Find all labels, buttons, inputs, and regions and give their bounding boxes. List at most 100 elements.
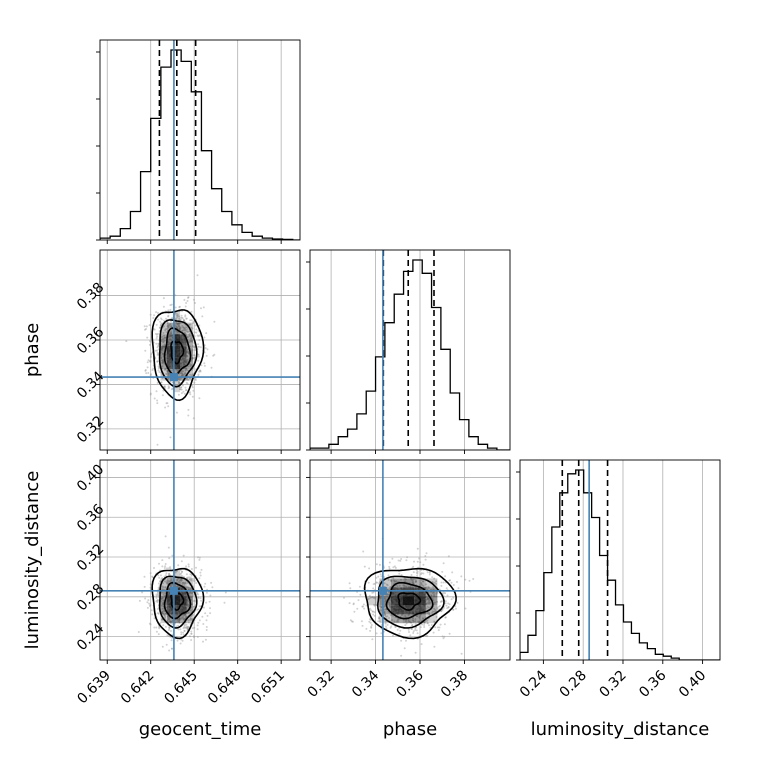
- sample-point: [388, 567, 391, 570]
- sample-point: [393, 620, 396, 623]
- sample-point: [166, 321, 169, 324]
- y-tick-label: 0.36: [74, 501, 107, 534]
- sample-point: [186, 355, 189, 358]
- sample-point: [162, 345, 165, 348]
- sample-point: [196, 636, 199, 638]
- sample-point: [175, 326, 178, 328]
- sample-point: [190, 639, 193, 641]
- sample-point: [171, 647, 173, 650]
- sample-point: [197, 355, 200, 358]
- sample-point: [197, 343, 200, 346]
- sample-point: [191, 386, 194, 389]
- sample-point: [176, 614, 178, 617]
- sample-point: [362, 603, 365, 606]
- sample-point: [145, 372, 148, 375]
- sample-point: [430, 594, 433, 597]
- sample-point: [351, 620, 354, 623]
- sample-point: [435, 616, 438, 618]
- sample-point: [161, 645, 164, 648]
- sample-point: [162, 624, 165, 627]
- sample-point: [156, 360, 159, 363]
- sample-point: [155, 596, 158, 599]
- density-cell: [167, 605, 174, 615]
- sample-point: [410, 621, 413, 624]
- sample-point: [178, 317, 181, 320]
- sample-point: [430, 594, 433, 597]
- sample-point: [179, 316, 182, 319]
- sample-point: [176, 323, 179, 325]
- sample-point: [441, 608, 444, 611]
- sample-point: [404, 580, 406, 583]
- sample-point: [167, 616, 170, 619]
- sample-point: [413, 578, 416, 581]
- sample-point: [186, 597, 189, 600]
- sample-point: [424, 555, 427, 557]
- sample-point: [156, 592, 159, 595]
- sample-point: [391, 557, 394, 560]
- density-cell: [167, 596, 174, 606]
- sample-point: [402, 584, 405, 587]
- sample-point: [419, 626, 422, 629]
- sample-point: [184, 626, 187, 629]
- sample-point: [168, 649, 171, 652]
- sample-point: [169, 308, 172, 311]
- sample-point: [420, 572, 423, 575]
- sample-point: [445, 587, 448, 590]
- sample-point: [187, 565, 190, 568]
- sample-point: [383, 582, 386, 585]
- sample-point: [167, 309, 170, 312]
- sample-point: [176, 313, 179, 316]
- sample-point: [399, 629, 402, 632]
- sample-point: [164, 574, 167, 577]
- sample-point: [146, 336, 149, 339]
- sample-point: [373, 582, 376, 585]
- sample-point: [349, 587, 352, 590]
- sample-point: [191, 373, 194, 376]
- sample-point: [187, 563, 190, 566]
- sample-point: [175, 312, 178, 315]
- sample-point: [195, 331, 198, 334]
- sample-point: [163, 345, 166, 348]
- sample-point: [423, 622, 426, 625]
- sample-point: [440, 610, 443, 613]
- sample-point: [456, 601, 459, 604]
- density-cell: [186, 369, 194, 381]
- sample-point: [201, 315, 204, 318]
- sample-point: [198, 324, 201, 327]
- density-cell: [167, 345, 174, 358]
- sample-point: [428, 573, 431, 576]
- sample-point: [181, 617, 184, 620]
- sample-point: [158, 626, 161, 628]
- sample-point: [186, 603, 189, 606]
- histogram-geocent-time: [100, 49, 300, 240]
- x-tick-label: 0.32: [305, 668, 338, 701]
- sample-point: [383, 612, 386, 615]
- sample-point: [397, 559, 400, 562]
- sample-point: [202, 640, 204, 643]
- density-cell: [160, 357, 167, 369]
- sample-point: [166, 402, 169, 405]
- sample-point: [167, 325, 170, 328]
- sample-point: [157, 369, 160, 372]
- sample-point: [186, 369, 189, 372]
- density-cell: [414, 578, 426, 588]
- sample-point: [420, 573, 422, 576]
- truth-marker: [378, 586, 387, 595]
- sample-point: [186, 577, 188, 580]
- sample-point: [426, 571, 429, 574]
- sample-point: [189, 617, 192, 620]
- sample-point: [186, 598, 189, 601]
- sample-point: [157, 599, 159, 601]
- sample-point: [174, 571, 177, 574]
- sample-point: [444, 575, 447, 578]
- sample-point: [184, 389, 187, 392]
- x-tick-label: 0.24: [517, 667, 550, 700]
- sample-point: [183, 583, 186, 585]
- sample-point: [161, 361, 164, 364]
- sample-point: [442, 562, 445, 565]
- sample-point: [180, 388, 183, 391]
- sample-point: [160, 318, 163, 321]
- sample-point: [163, 385, 166, 388]
- sample-point: [161, 362, 164, 365]
- sample-point: [435, 580, 438, 583]
